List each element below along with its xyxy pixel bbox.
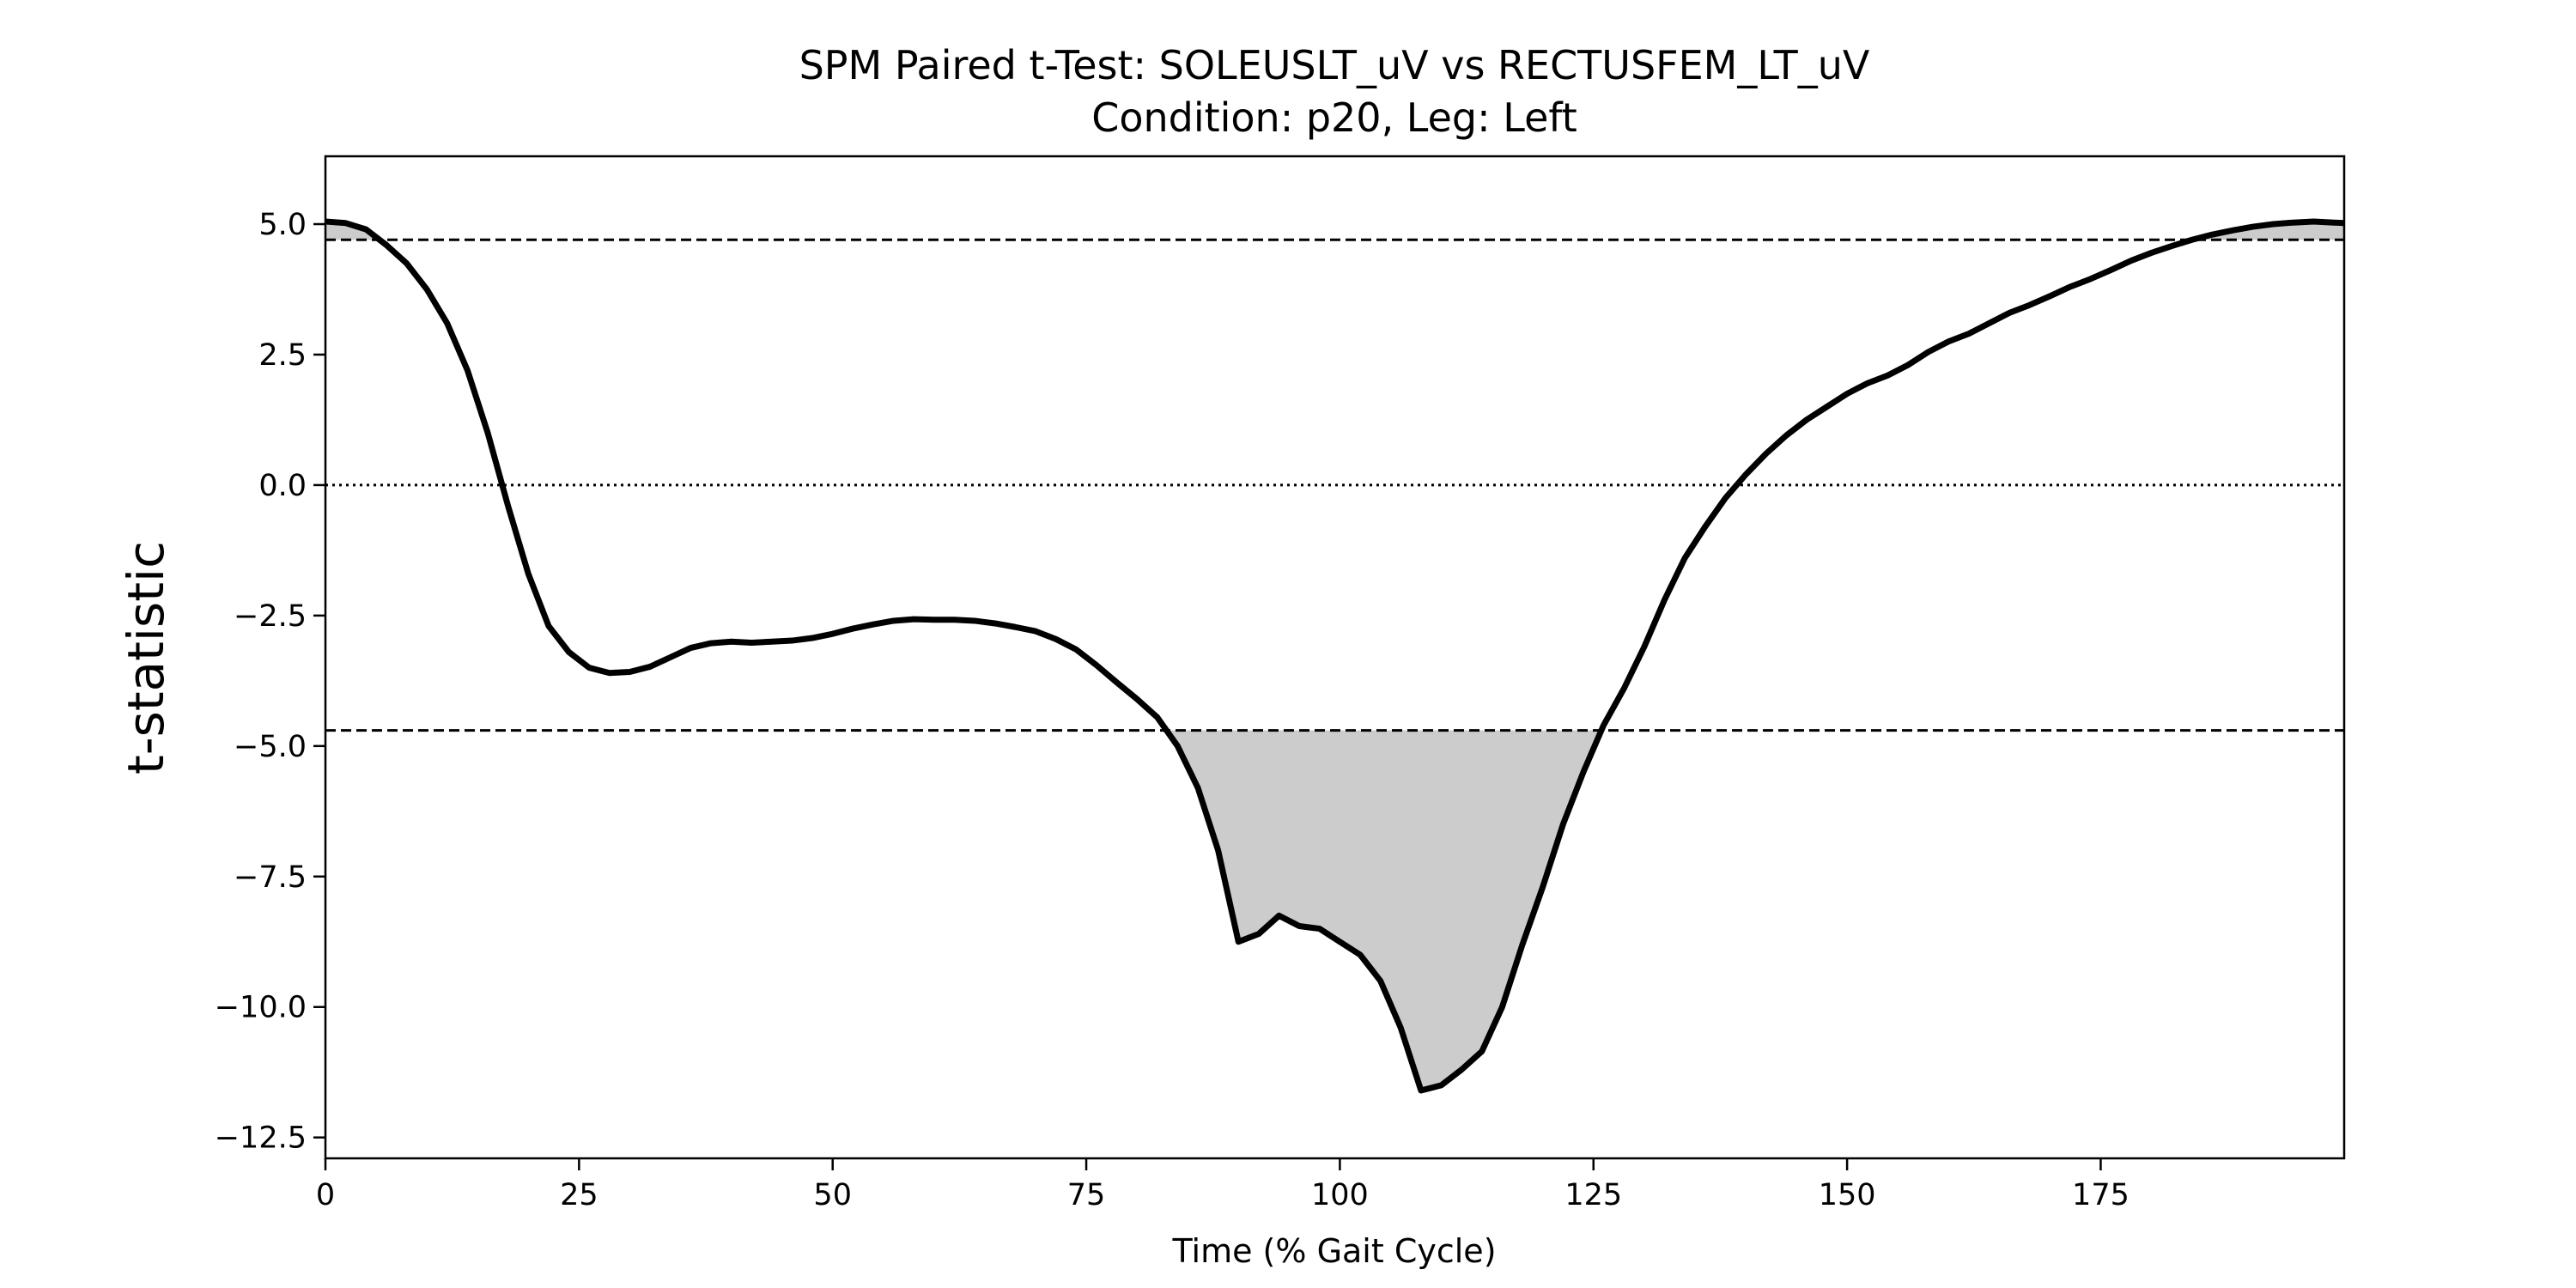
chart-title: SPM Paired t-Test: SOLEUSLT_uV vs RECTUS… bbox=[799, 42, 1870, 88]
plot-frame bbox=[324, 155, 2346, 1160]
x-tick-label: 150 bbox=[1819, 1178, 1876, 1212]
y-tick-label: −7.5 bbox=[234, 860, 307, 895]
y-tick-label: −5.0 bbox=[234, 730, 307, 764]
x-tick-label: 0 bbox=[316, 1178, 335, 1212]
axes: 0 25 50 75 100 125 150 175 5.0 2.5 0.0 −2.5 −5.0 −7.5… bbox=[215, 208, 2129, 1212]
y-tick-label: −10.0 bbox=[215, 991, 307, 1025]
x-tick-label: 75 bbox=[1067, 1178, 1106, 1212]
y-tick-label: 5.0 bbox=[258, 208, 307, 242]
y-tick-label: −2.5 bbox=[234, 599, 307, 634]
x-tick-label: 125 bbox=[1564, 1178, 1622, 1212]
x-tick-label: 100 bbox=[1311, 1178, 1369, 1212]
x-tick-label: 50 bbox=[813, 1178, 852, 1212]
significance-shade bbox=[2191, 221, 2344, 240]
significance-shade bbox=[1166, 730, 1601, 1091]
series-line bbox=[325, 218, 2344, 1094]
y-tick-label: 2.5 bbox=[258, 338, 307, 373]
x-tick-label: 175 bbox=[2072, 1178, 2129, 1212]
y-axis-label: t-statistic bbox=[117, 541, 175, 775]
significance-shade bbox=[325, 221, 380, 240]
chart-subtitle: Condition: p20, Leg: Left bbox=[1091, 94, 1577, 141]
x-tick-label: 25 bbox=[560, 1178, 598, 1212]
plot-area bbox=[325, 218, 2344, 1094]
x-axis-label: Time (% Gait Cycle) bbox=[1171, 1232, 1496, 1270]
y-tick-label: −12.5 bbox=[215, 1121, 307, 1156]
y-tick-label: 0.0 bbox=[258, 469, 307, 503]
